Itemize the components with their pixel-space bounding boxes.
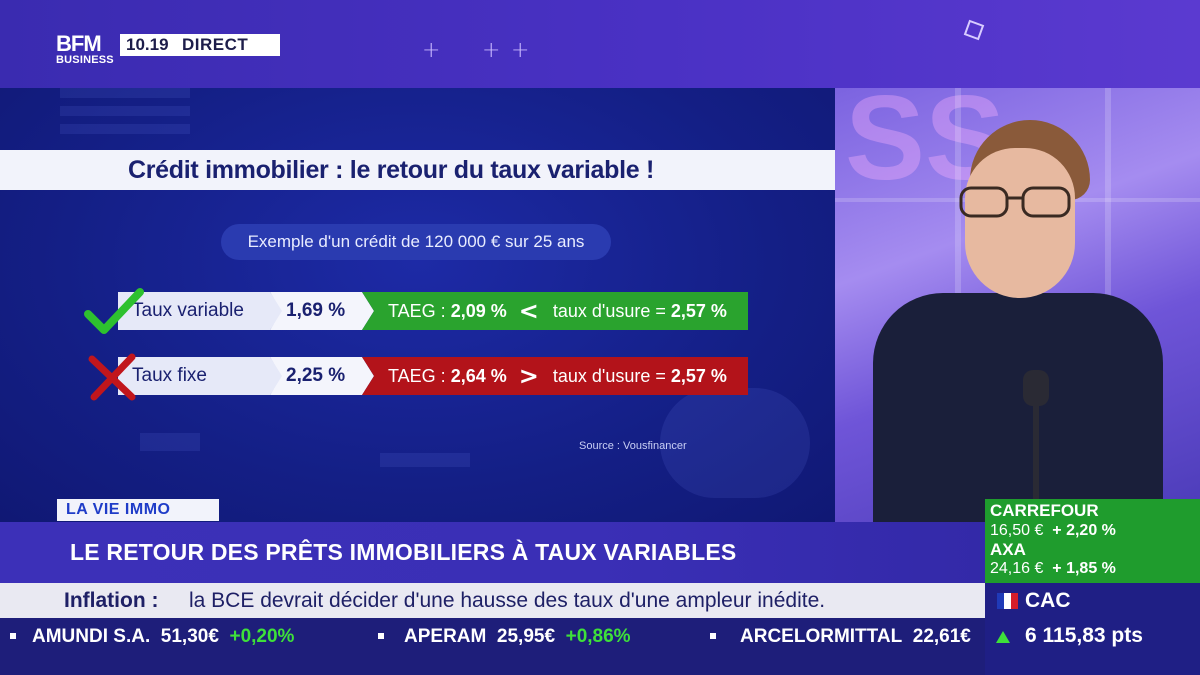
index-name: CAC <box>1025 589 1071 612</box>
diamond-decoration-icon <box>963 19 985 41</box>
news-label: Inflation : <box>64 589 159 612</box>
logo-bfm: BFM <box>56 31 102 56</box>
glasses-icon <box>959 186 1071 218</box>
sparkle-icon: + <box>482 38 501 63</box>
usure-label: taux d'usure = <box>552 366 666 386</box>
logo-business: BUSINESS <box>56 54 114 66</box>
stock-name: CARREFOUR <box>990 501 1099 520</box>
headline-bar: LE RETOUR DES PRÊTS IMMOBILIERS À TAUX V… <box>0 522 985 583</box>
taeg-label: TAEG : <box>388 366 446 386</box>
index-value: 6 115,83 pts <box>1025 624 1143 647</box>
stock-quote: 24,16 € + 1,85 % <box>990 560 1116 577</box>
stock-quote: 16,50 € + 2,20 % <box>990 522 1116 539</box>
infographic: Crédit immobilier : le retour du taux va… <box>0 88 835 522</box>
row-label: Taux variable <box>118 292 283 330</box>
trend-up-icon <box>996 631 1010 643</box>
cross-icon <box>88 353 136 401</box>
comparator: < <box>518 297 539 325</box>
infographic-title-strip: Crédit immobilier : le retour du taux va… <box>0 150 835 190</box>
row-label: Taux fixe <box>118 357 283 395</box>
segment-tag: LA VIE IMMO <box>57 499 219 521</box>
row-rate: 1,69 % <box>270 292 374 330</box>
row-taeg-comparison: TAEG : 2,09 % < taux d'usure = 2,57 % <box>362 292 748 330</box>
sparkle-icon: + <box>511 38 530 63</box>
infographic-title: Crédit immobilier : le retour du taux va… <box>128 156 654 184</box>
row-rate: 2,25 % <box>270 357 374 395</box>
bfm-business-logo: BFM BUSINESS <box>56 31 118 74</box>
ticker-item: AMUNDI S.A. 51,30€ +0,20% <box>32 626 295 647</box>
cac-index-panel: CAC 6 115,83 pts <box>985 583 1200 675</box>
microphone-icon <box>1023 370 1049 406</box>
top-band: BFM BUSINESS 10.19 DIRECT + + + <box>0 0 1200 88</box>
infographic-source: Source : Vousfinancer <box>579 440 687 452</box>
rate-row-variable: Taux variable 1,69 % TAEG : 2,09 % < tau… <box>0 288 835 334</box>
taeg-value: 2,64 % <box>450 366 507 386</box>
infographic-subtitle: Exemple d'un crédit de 120 000 € sur 25 … <box>221 224 611 260</box>
taeg-label: TAEG : <box>388 301 446 321</box>
check-icon <box>84 288 144 334</box>
news-text: la BCE devrait décider d'une hausse des … <box>189 589 826 612</box>
ticker-item: APERAM 25,95€ +0,86% <box>404 626 631 647</box>
ticker-item: ARCELORMITTAL 22,61€ <box>740 626 971 647</box>
usure-value: 2,57 % <box>670 366 727 386</box>
live-indicator: 10.19 DIRECT <box>120 34 280 56</box>
france-flag-icon <box>997 593 1018 609</box>
usure-value: 2,57 % <box>670 301 727 321</box>
comparator: > <box>518 362 539 390</box>
sparkle-icon: + <box>422 38 441 63</box>
stock-name: AXA <box>990 540 1026 559</box>
market-movers-panel: CARREFOUR 16,50 € + 2,20 % AXA 24,16 € +… <box>985 499 1200 583</box>
presenter <box>873 293 1163 522</box>
studio-presenter-view: SS <box>835 88 1200 522</box>
clock: 10.19 <box>126 35 169 54</box>
taeg-value: 2,09 % <box>450 301 507 321</box>
rate-row-fixed: Taux fixe 2,25 % TAEG : 2,64 % > taux d'… <box>0 353 835 401</box>
usure-label: taux d'usure = <box>552 301 666 321</box>
news-crawl: Inflation : la BCE devrait décider d'une… <box>0 583 985 618</box>
headline: LE RETOUR DES PRÊTS IMMOBILIERS À TAUX V… <box>70 539 737 565</box>
stock-ticker: AMUNDI S.A. 51,30€ +0,20% APERAM 25,95€ … <box>0 618 985 675</box>
live-label: DIRECT <box>182 35 249 54</box>
row-taeg-comparison: TAEG : 2,64 % > taux d'usure = 2,57 % <box>362 357 748 395</box>
